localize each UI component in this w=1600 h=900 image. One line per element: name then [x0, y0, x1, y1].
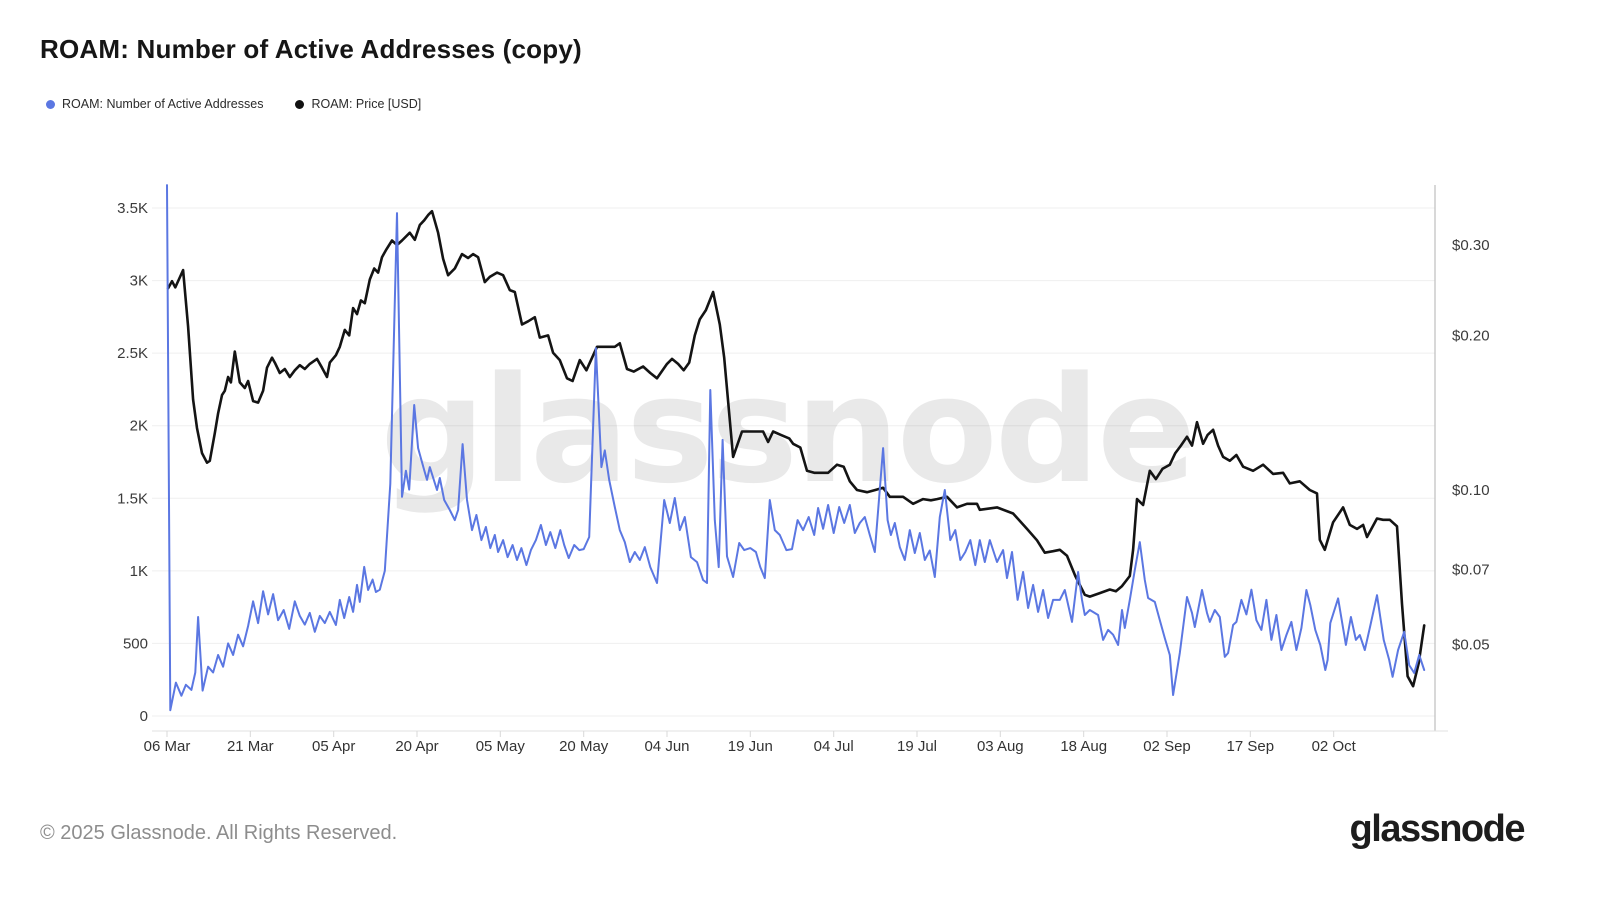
x-axis-tick-label: 03 Aug	[977, 738, 1024, 755]
page-title: ROAM: Number of Active Addresses (copy)	[40, 34, 582, 64]
y-right-tick-label: $0.07	[1452, 562, 1490, 579]
x-axis-tick-label: 06 Mar	[144, 738, 191, 755]
addresses-line-path	[166, 184, 1426, 712]
x-axis-tick-label: 19 Jun	[728, 738, 773, 755]
x-axis: 06 Mar 21 Mar 05 Apr 20 Apr 05 May 20 May 04 J…	[144, 731, 1357, 755]
y-left-tick-label: 2.5K	[117, 345, 148, 362]
x-axis-tick-label: 20 Apr	[395, 738, 438, 755]
legend-label: ROAM: Price [USD]	[311, 97, 422, 111]
x-axis-tick-label: 02 Sep	[1143, 738, 1191, 755]
x-axis-tick-label: 18 Aug	[1060, 738, 1107, 755]
y-left-tick-label: 2K	[130, 418, 148, 435]
legend-dot-black-icon	[295, 99, 305, 109]
legend-item-active-addresses[interactable]: ROAM: Number of Active Addresses	[46, 97, 263, 111]
legend-item-price[interactable]: ROAM: Price [USD]	[295, 97, 421, 111]
y-left-tick-label: 0	[140, 708, 148, 725]
y-axis-left: 0 500 1K 1.5K 2K 2.5K 3K 3.5K	[117, 200, 148, 725]
legend: ROAM: Number of Active Addresses ROAM: P…	[46, 97, 421, 111]
y-right-tick-label: $0.10	[1452, 482, 1490, 499]
y-right-tick-label: $0.05	[1452, 637, 1490, 654]
gridlines	[152, 207, 1435, 717]
legend-label: ROAM: Number of Active Addresses	[62, 97, 264, 111]
y-left-tick-label: 500	[123, 635, 148, 652]
x-axis-tick-label: 04 Jun	[644, 738, 689, 755]
x-axis-tick-label: 19 Jul	[897, 738, 937, 755]
legend-dot-blue-icon	[46, 99, 55, 109]
x-axis-tick-label: 02 Oct	[1312, 738, 1357, 755]
y-left-tick-label: 1K	[130, 563, 148, 580]
x-axis-tick-label: 04 Jul	[814, 738, 854, 755]
x-axis-tick-label: 20 May	[559, 738, 609, 755]
y-right-tick-label: $0.30	[1452, 237, 1490, 254]
price-line-path	[166, 209, 1426, 688]
copyright-text: © 2025 Glassnode. All Rights Reserved.	[40, 822, 398, 844]
x-axis-tick-label: 05 Apr	[312, 738, 355, 755]
glassnode-watermark: glassnode	[380, 345, 1193, 516]
y-left-tick-label: 3.5K	[117, 200, 148, 217]
x-axis-tick-label: 21 Mar	[227, 738, 274, 755]
y-left-tick-label: 1.5K	[117, 490, 148, 507]
y-left-tick-label: 3K	[130, 273, 148, 290]
y-axis-right: $0.30 $0.20 $0.10 $0.07 $0.05	[1452, 237, 1490, 654]
x-axis-tick-label: 05 May	[476, 738, 526, 755]
x-axis-tick-label: 17 Sep	[1227, 738, 1275, 755]
glassnode-logo: glassnode	[1349, 808, 1526, 850]
y-right-tick-label: $0.20	[1452, 327, 1490, 344]
